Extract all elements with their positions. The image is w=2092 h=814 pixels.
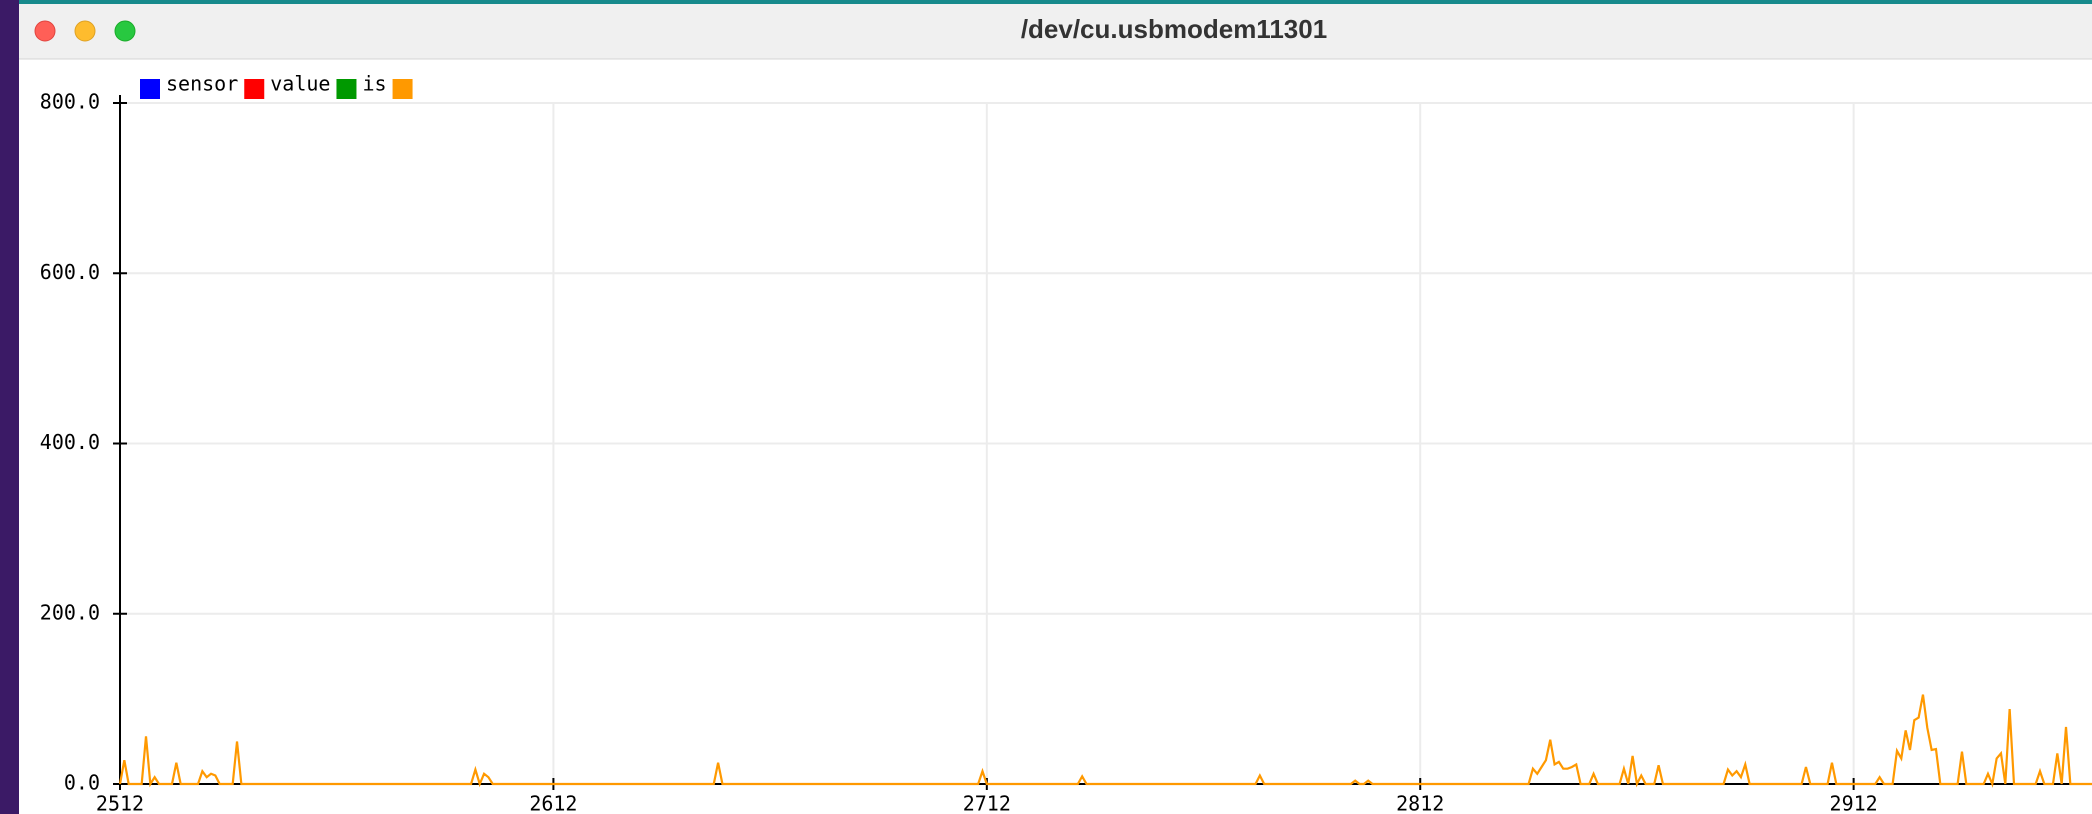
- series-line: [118, 694, 2092, 788]
- legend-swatch: [392, 79, 413, 99]
- x-tick-label: 2712: [963, 792, 1011, 814]
- x-tick-label: 2812: [1396, 792, 1444, 814]
- close-button[interactable]: [34, 20, 56, 42]
- x-tick-label: 2912: [1830, 792, 1878, 814]
- legend-swatch: [140, 79, 160, 99]
- title-bar: [19, 0, 2092, 59]
- minimize-button[interactable]: [74, 20, 96, 42]
- legend-label: is: [362, 72, 386, 96]
- y-tick-label: 600.0: [40, 260, 100, 284]
- x-tick-label: 2612: [529, 792, 577, 814]
- y-tick-label: 0.0: [64, 771, 100, 795]
- legend-label: value: [270, 72, 330, 96]
- window-title: /dev/cu.usbmodem11301: [1021, 14, 1327, 44]
- legend-label: sensor: [166, 72, 238, 96]
- legend-swatch: [336, 79, 357, 99]
- legend-swatch: [244, 79, 265, 99]
- window-edge: [19, 0, 2092, 4]
- x-tick-label: 2512: [96, 792, 144, 814]
- zoom-button[interactable]: [114, 20, 136, 42]
- y-tick-label: 200.0: [40, 600, 100, 624]
- y-tick-label: 800.0: [40, 90, 100, 114]
- window: [19, 0, 2092, 814]
- y-tick-label: 400.0: [40, 430, 100, 454]
